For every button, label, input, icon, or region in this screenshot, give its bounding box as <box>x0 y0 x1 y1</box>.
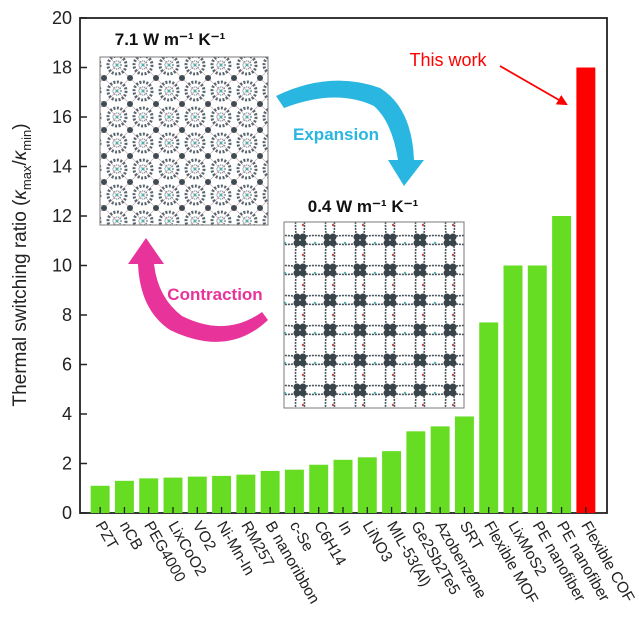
bar <box>333 459 353 513</box>
bar <box>284 469 304 513</box>
this-work-arrow <box>499 65 568 106</box>
bar <box>406 431 426 513</box>
bar <box>479 322 499 513</box>
bar <box>114 480 134 513</box>
contraction-arrow: Contraction <box>128 238 268 342</box>
x-category-label: In <box>335 519 356 539</box>
y-axis-sub-min: min <box>19 130 34 151</box>
contraction-label: Contraction <box>167 285 262 304</box>
x-category-label: PZT <box>92 519 122 553</box>
y-axis-label: Thermal switching ratio (κmax/κmin) <box>10 123 34 406</box>
y-axis-sub-max: max <box>19 165 34 190</box>
y-tick-label: 12 <box>52 206 72 226</box>
bar-highlight <box>576 67 596 513</box>
this-work-label: This work <box>409 50 487 70</box>
y-axis-ticks: 0 2 4 6 8 10 12 14 16 18 20 <box>52 8 87 523</box>
y-tick-label: 10 <box>52 256 72 276</box>
inset-contracted-framework: 7.1 W m⁻¹ K⁻¹ <box>99 30 269 226</box>
low-conductivity-label: 0.4 W m⁻¹ K⁻¹ <box>308 197 419 216</box>
y-tick-label: 18 <box>52 58 72 78</box>
y-axis-kappa-min: κ <box>10 149 31 160</box>
expansion-label: Expansion <box>293 125 379 144</box>
y-tick-label: 14 <box>52 157 72 177</box>
y-tick-label: 4 <box>62 404 72 424</box>
y-tick-label: 8 <box>62 305 72 325</box>
inset-expanded-framework: 0.4 W m⁻¹ K⁻¹ <box>283 197 465 409</box>
y-axis-slash: / <box>10 160 31 166</box>
bar <box>236 474 256 513</box>
bar <box>454 416 474 513</box>
dense-framework-image <box>99 56 269 226</box>
y-tick-label: 16 <box>52 107 72 127</box>
bar <box>260 470 280 513</box>
high-conductivity-label: 7.1 W m⁻¹ K⁻¹ <box>115 30 226 49</box>
bar <box>527 265 547 513</box>
y-axis-label-suffix: ) <box>10 123 31 129</box>
bar <box>357 457 377 513</box>
y-tick-label: 0 <box>62 503 72 523</box>
this-work-annotation: This work <box>409 50 568 106</box>
y-axis-kappa-max: κ <box>10 189 31 200</box>
y-axis-label-prefix: Thermal switching ratio ( <box>10 199 31 407</box>
bar <box>309 464 329 513</box>
bar <box>187 476 207 513</box>
bar <box>382 451 402 513</box>
x-category-label: nCB <box>116 519 146 554</box>
bar <box>503 265 523 513</box>
bar <box>139 478 159 513</box>
y-tick-label: 20 <box>52 8 72 28</box>
bar <box>212 475 232 513</box>
open-framework-image <box>283 221 465 409</box>
bar <box>90 485 110 513</box>
bar <box>163 477 183 513</box>
bar-series <box>90 67 596 513</box>
bar <box>552 216 572 513</box>
y-tick-label: 6 <box>62 355 72 375</box>
expansion-arrow: Expansion <box>276 80 424 186</box>
bar <box>430 426 450 513</box>
y-tick-label: 2 <box>62 454 72 474</box>
